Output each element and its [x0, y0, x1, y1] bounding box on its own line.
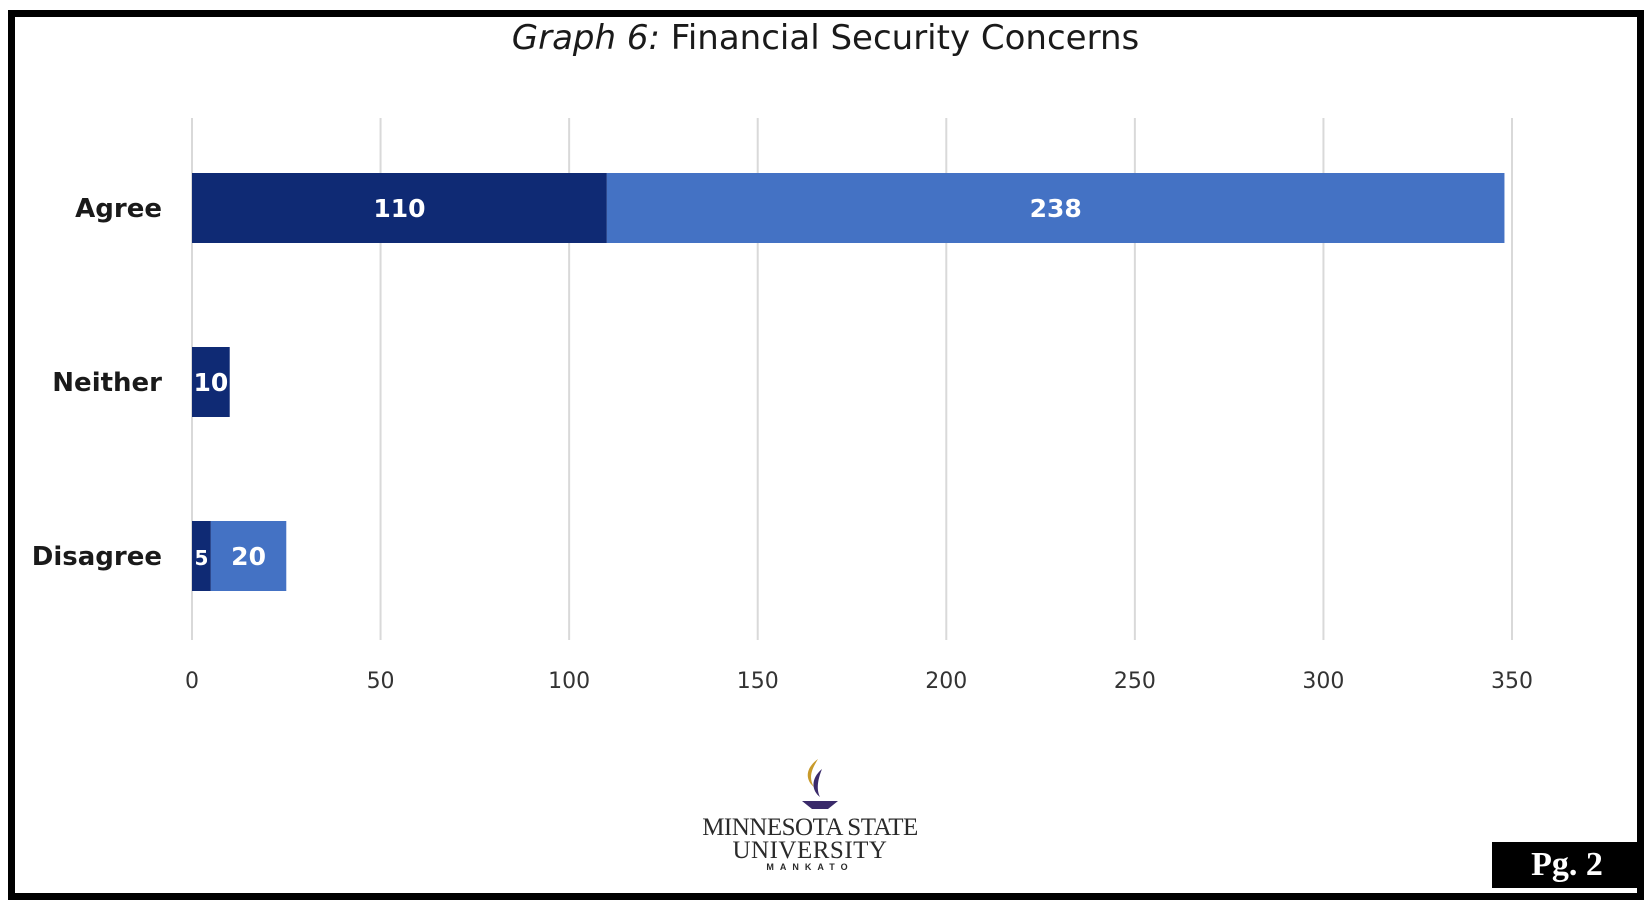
x-tick-label: 350	[1491, 669, 1533, 694]
university-logo: MINNESOTA STATE UNIVERSITY MANKATO	[700, 755, 920, 880]
x-tick-label: 150	[737, 669, 779, 694]
data-label: 10	[193, 368, 228, 397]
x-tick-label: 200	[925, 669, 967, 694]
x-tick-label: 100	[548, 669, 590, 694]
chart-title-prefix: Graph 6:	[511, 18, 660, 58]
bar-segment	[210, 521, 287, 591]
x-tick-label: 0	[185, 669, 199, 694]
torch-icon	[802, 759, 838, 809]
logo-line-1: MINNESOTA STATE	[702, 814, 918, 841]
logo-line-2: UNIVERSITY	[732, 837, 888, 864]
bar-segment	[192, 173, 607, 243]
data-label: 110	[373, 194, 425, 223]
bar-segment	[192, 521, 211, 591]
data-label: 5	[194, 546, 208, 570]
category-label: Agree	[75, 194, 162, 224]
chart-title-main: Financial Security Concerns	[670, 18, 1140, 58]
data-label: 20	[231, 542, 266, 571]
bar-segment	[606, 173, 1505, 243]
chart-title: Graph 6: Financial Security Concerns	[0, 18, 1651, 58]
page-number-badge: Pg. 2	[1492, 842, 1642, 888]
category-label: Disagree	[32, 542, 162, 572]
data-label: 238	[1030, 194, 1082, 223]
x-tick-label: 250	[1114, 669, 1156, 694]
category-label: Neither	[52, 368, 162, 398]
bar-segment	[192, 347, 230, 417]
x-tick-label: 50	[367, 669, 395, 694]
x-tick-label: 300	[1302, 669, 1344, 694]
logo-line-3: MANKATO	[766, 862, 854, 872]
